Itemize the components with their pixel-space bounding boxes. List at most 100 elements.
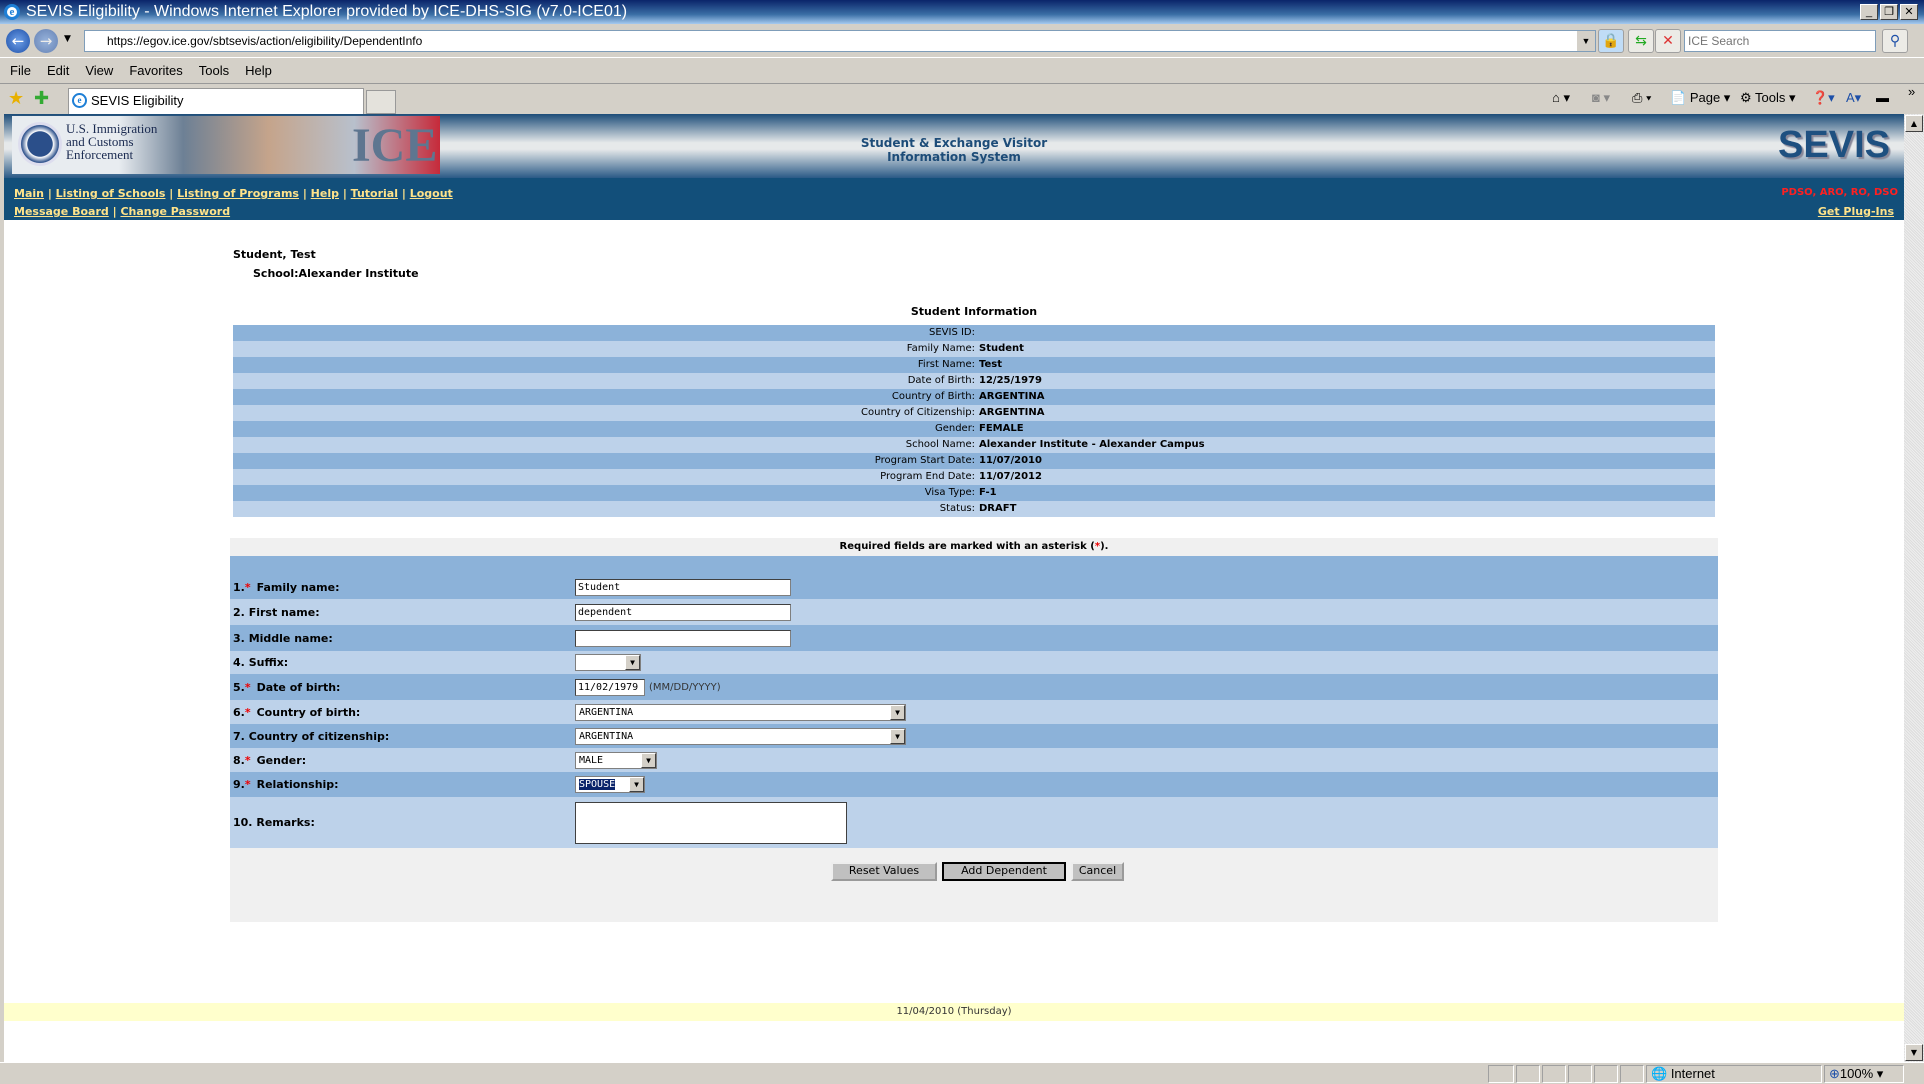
- system-title-line2: Information System: [887, 150, 1021, 164]
- ice-logo: U.S. Immigration and Customs Enforcement…: [12, 116, 440, 174]
- favorites-star-icon[interactable]: ★: [8, 88, 25, 108]
- minimize-button[interactable]: _: [1860, 4, 1878, 20]
- nav-change-password[interactable]: Change Password: [120, 205, 231, 218]
- info-value: ARGENTINA: [979, 407, 1045, 418]
- nav-logout[interactable]: Logout: [409, 187, 453, 200]
- text-size-icon[interactable]: A▾: [1846, 90, 1862, 105]
- refresh-button[interactable]: ⇆: [1628, 29, 1654, 53]
- search-icon[interactable]: ⚲: [1882, 29, 1908, 53]
- info-row: Status: DRAFT: [233, 501, 1715, 517]
- first-name-input[interactable]: [575, 603, 791, 621]
- menu-favorites[interactable]: Favorites: [129, 63, 183, 78]
- url-field[interactable]: https://egov.ice.gov/sbtsevis/action/eli…: [84, 30, 1596, 52]
- required-note-text: Required fields are marked with an aster…: [839, 541, 1095, 552]
- back-button[interactable]: ←: [6, 29, 30, 53]
- info-label: First Name:: [917, 359, 975, 370]
- suffix-select[interactable]: ▼: [575, 654, 641, 671]
- url-text: https://egov.ice.gov/sbtsevis/action/eli…: [107, 34, 423, 48]
- page-menu[interactable]: 📄 Page ▾: [1670, 90, 1731, 105]
- nav-message-board[interactable]: Message Board: [14, 205, 109, 218]
- forward-button[interactable]: →: [34, 29, 58, 53]
- history-dropdown-icon[interactable]: ▼: [64, 34, 71, 44]
- cancel-button[interactable]: Cancel: [1071, 862, 1124, 881]
- print-icon[interactable]: ⎙ ▾: [1632, 90, 1652, 105]
- stop-button[interactable]: ✕: [1655, 29, 1681, 53]
- add-favorite-icon[interactable]: ✚: [34, 88, 50, 108]
- get-plugins-link[interactable]: Get Plug-Ins: [1817, 205, 1894, 218]
- row-remarks: 10. Remarks:: [230, 797, 1718, 848]
- country-citizenship-select[interactable]: ARGENTINA ▼: [575, 727, 906, 745]
- info-label: Country of Birth:: [891, 391, 975, 402]
- globe-icon: 🌐: [1651, 1066, 1668, 1081]
- close-button[interactable]: ✕: [1900, 4, 1918, 20]
- chevron-down-icon[interactable]: ▼: [890, 728, 905, 744]
- info-value: F-1: [979, 487, 997, 498]
- info-label: School Name:: [905, 439, 975, 450]
- research-icon[interactable]: ▬: [1876, 90, 1889, 105]
- zoom-icon: ⊕: [1829, 1066, 1840, 1081]
- info-label: Gender:: [934, 423, 975, 434]
- tab-sevis-eligibility[interactable]: e SEVIS Eligibility: [68, 88, 364, 114]
- chevron-down-icon[interactable]: ▼: [890, 704, 905, 720]
- help-icon[interactable]: ❓▾: [1812, 90, 1835, 105]
- required-note: Required fields are marked with an aster…: [230, 538, 1718, 556]
- menu-tools[interactable]: Tools: [198, 63, 230, 78]
- feeds-icon[interactable]: ◙ ▾: [1592, 90, 1610, 105]
- new-tab-button[interactable]: [366, 90, 396, 114]
- chevron-down-icon[interactable]: ▼: [629, 777, 644, 792]
- scroll-down-icon[interactable]: ▼: [1905, 1044, 1923, 1061]
- nav-listing-programs[interactable]: Listing of Programs: [177, 187, 299, 200]
- tools-menu[interactable]: ⚙ Tools ▾: [1740, 90, 1796, 105]
- page-content: U.S. Immigration and Customs Enforcement…: [4, 114, 1904, 1062]
- menu-view[interactable]: View: [85, 63, 114, 78]
- label-first-name: First name:: [248, 605, 320, 619]
- relationship-select[interactable]: SPOUSE ▼: [575, 776, 645, 793]
- menu-edit[interactable]: Edit: [46, 63, 70, 78]
- window-title: SEVIS Eligibility - Windows Internet Exp…: [26, 3, 628, 20]
- add-dependent-button[interactable]: Add Dependent: [942, 862, 1066, 881]
- banner: U.S. Immigration and Customs Enforcement…: [4, 114, 1904, 178]
- window-title-bar: e SEVIS Eligibility - Windows Internet E…: [0, 0, 1924, 24]
- remarks-textarea[interactable]: [575, 801, 847, 844]
- user-roles: PDSO, ARO, RO, DSO: [1781, 187, 1898, 198]
- row-suffix: 4. Suffix: ▼: [230, 651, 1718, 674]
- vertical-scrollbar[interactable]: ▲ ▼: [1904, 114, 1924, 1062]
- search-input[interactable]: [1684, 30, 1876, 52]
- more-icon[interactable]: »: [1908, 84, 1916, 99]
- chevron-down-icon[interactable]: ▼: [625, 655, 640, 670]
- dob-input[interactable]: [575, 678, 645, 696]
- menu-file[interactable]: File: [10, 63, 31, 78]
- chevron-down-icon[interactable]: ▼: [641, 752, 656, 768]
- info-value: DRAFT: [979, 503, 1017, 514]
- tab-bar: ★ ✚ e SEVIS Eligibility ⌂ ▾ ◙ ▾ ⎙ ▾ 📄 Pag…: [0, 84, 1924, 114]
- label-family-name: Family name:: [256, 580, 340, 594]
- country-birth-select[interactable]: ARGENTINA ▼: [575, 703, 906, 721]
- label-gender: Gender:: [256, 753, 307, 767]
- info-value: ARGENTINA: [979, 391, 1045, 402]
- gender-select[interactable]: MALE ▼: [575, 751, 657, 769]
- url-dropdown-icon[interactable]: ▼: [1577, 31, 1595, 51]
- nav-listing-schools[interactable]: Listing of Schools: [55, 187, 166, 200]
- nav-help[interactable]: Help: [310, 187, 339, 200]
- scroll-up-icon[interactable]: ▲: [1905, 115, 1923, 132]
- zoom-control[interactable]: ⊕100% ▾: [1824, 1065, 1904, 1083]
- zone-text: Internet: [1670, 1066, 1715, 1081]
- reset-values-button[interactable]: Reset Values: [831, 862, 937, 881]
- info-label: Family Name:: [906, 343, 975, 354]
- footer-date: 11/04/2010 (Thursday): [4, 1003, 1904, 1021]
- menu-bar: File Edit View Favorites Tools Help: [0, 58, 1924, 84]
- lock-icon[interactable]: 🔒: [1598, 29, 1624, 53]
- info-row: Date of Birth: 12/25/1979: [233, 373, 1715, 389]
- label-relationship: Relationship:: [256, 778, 339, 791]
- menu-help[interactable]: Help: [245, 63, 272, 78]
- middle-name-input[interactable]: [575, 629, 791, 647]
- info-value: Student: [979, 343, 1024, 354]
- info-row: Visa Type: F-1: [233, 485, 1715, 501]
- info-label: Date of Birth:: [907, 375, 975, 386]
- row-dob: 5.*Date of birth:(MM/DD/YYYY): [230, 674, 1718, 700]
- restore-button[interactable]: ❐: [1880, 4, 1898, 20]
- home-icon[interactable]: ⌂ ▾: [1552, 90, 1570, 105]
- nav-tutorial[interactable]: Tutorial: [350, 187, 399, 200]
- nav-main[interactable]: Main: [14, 187, 44, 200]
- family-name-input[interactable]: [575, 578, 791, 596]
